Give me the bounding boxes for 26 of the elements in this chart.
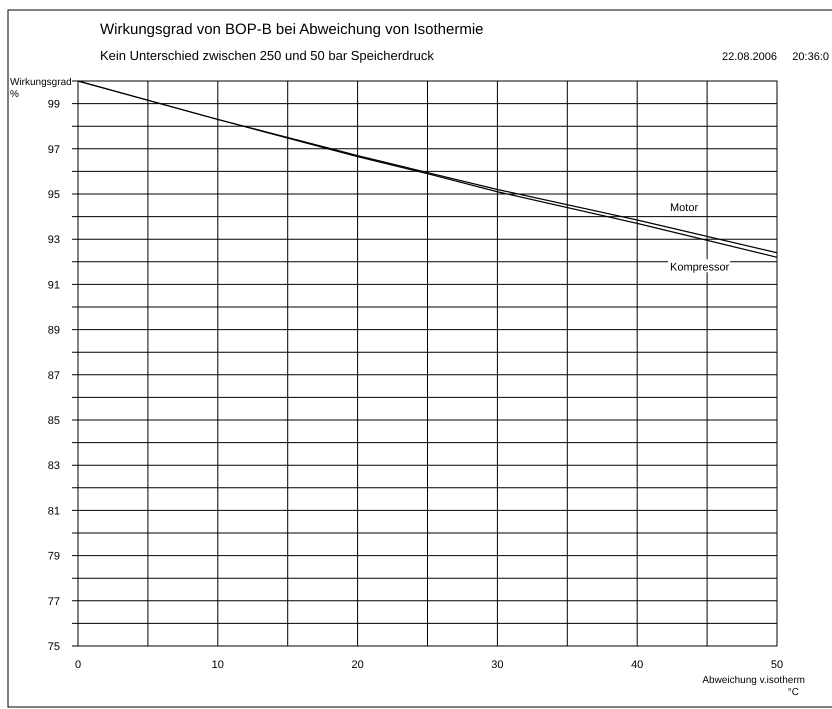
chart-subtitle: Kein Unterschied zwischen 250 und 50 bar Speicherdruck: [100, 48, 434, 63]
x-tick-label: 20: [351, 659, 364, 671]
y-tick-label: 75: [48, 641, 60, 653]
y-tick-label: 81: [48, 505, 60, 518]
y-tick-label: 97: [48, 144, 60, 156]
x-tick-label: 50: [770, 659, 784, 671]
y-tick-label: 87: [48, 370, 60, 382]
y-tick-label: 95: [48, 189, 60, 201]
y-tick-label: 89: [48, 324, 60, 337]
chart-title: Wirkungsgrad von BOP-B bei Abweichung von Isothermie: [100, 21, 484, 38]
y-tick-label: 99: [48, 98, 60, 111]
y-tick-label: 91: [48, 279, 60, 292]
x-axis-title: Abweichung v.isotherm °C: [702, 675, 805, 698]
x-tick-label: 40: [631, 659, 644, 671]
y-tick-label: 85: [48, 415, 60, 427]
x-tick-label: 30: [491, 659, 504, 671]
series-label: Kompressor: [670, 261, 730, 274]
x-tick-label: 0: [74, 659, 82, 671]
series-label: Motor: [670, 202, 698, 214]
y-tick-label: 83: [48, 460, 60, 472]
x-tick-label: 10: [212, 659, 224, 671]
text: 22.08.2006 20:36:0: [722, 51, 829, 63]
y-axis-title: Wirkungsgrad %: [10, 77, 72, 100]
y-tick-label: 79: [48, 550, 60, 563]
y-tick-label: 77: [48, 596, 60, 608]
y-tick-label: 93: [48, 234, 60, 246]
